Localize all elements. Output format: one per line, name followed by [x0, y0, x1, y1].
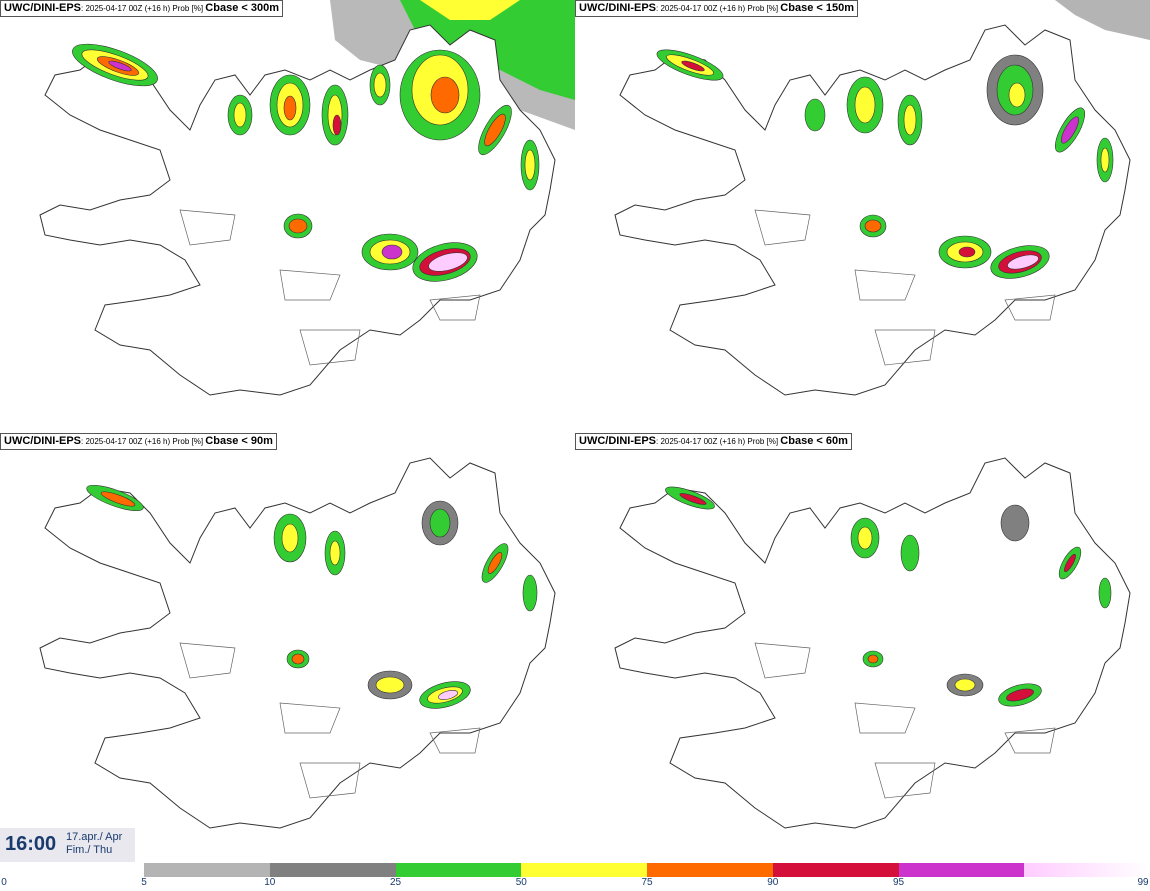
- colorbar-tick-label: 90: [767, 877, 779, 888]
- probability-map: [39, 457, 556, 829]
- probability-colorbar: [144, 863, 1150, 877]
- model-name: UWC/DINI-EPS: [4, 435, 81, 447]
- colorbar-segment: [647, 863, 773, 877]
- colorbar-tick-label: 5: [141, 877, 147, 888]
- parameter-label: Cbase < 150m: [780, 2, 854, 14]
- model-name: UWC/DINI-EPS: [4, 2, 81, 14]
- probability-map: [39, 0, 575, 396]
- colorbar-tick-label: 75: [641, 877, 653, 888]
- valid-time-box: 16:00 17.apr./ Apr Fim./ Thu: [0, 828, 135, 862]
- valid-date-line1: 17.apr./ Apr: [66, 831, 123, 843]
- valid-date-line2: Fim./ Thu: [66, 844, 113, 856]
- colorbar-segment: [269, 863, 396, 877]
- parameter-label: Cbase < 60m: [780, 435, 848, 447]
- model-name: UWC/DINI-EPS: [579, 2, 656, 14]
- colorbar-segment: [144, 863, 270, 877]
- valid-date: 17.apr./ Apr Fim./ Thu: [66, 831, 122, 857]
- panel-title: UWC/DINI-EPS: 2025-04-17 00Z (+16 h) Pro…: [0, 0, 283, 17]
- probability-map: [614, 0, 1150, 396]
- valid-time: 16:00: [5, 833, 57, 855]
- panel-title: UWC/DINI-EPS: 2025-04-17 00Z (+16 h) Pro…: [0, 433, 277, 450]
- map-panel-cbase-150: UWC/DINI-EPS: 2025-04-17 00Z (+16 h) Pro…: [575, 0, 1150, 430]
- map-panel-cbase-300: UWC/DINI-EPS: 2025-04-17 00Z (+16 h) Pro…: [0, 0, 575, 430]
- run-info: : 2025-04-17 00Z (+16 h) Prob [%]: [81, 4, 206, 13]
- run-info: : 2025-04-17 00Z (+16 h) Prob [%]: [656, 437, 781, 446]
- map-panel-cbase-90: UWC/DINI-EPS: 2025-04-17 00Z (+16 h) Pro…: [0, 433, 575, 863]
- colorbar-segment: [395, 863, 522, 877]
- colorbar-segment: [1024, 863, 1150, 877]
- colorbar-segment: [898, 863, 1025, 877]
- panel-title: UWC/DINI-EPS: 2025-04-17 00Z (+16 h) Pro…: [575, 0, 858, 17]
- colorbar-tick-label: 25: [389, 877, 402, 888]
- probability-map: [614, 457, 1131, 829]
- colorbar-ticks: 0 5 10 25 50 75 90 95 99: [0, 877, 1150, 891]
- parameter-label: Cbase < 90m: [205, 435, 273, 447]
- run-info: : 2025-04-17 00Z (+16 h) Prob [%]: [656, 4, 781, 13]
- colorbar-segment: [521, 863, 647, 877]
- map-panel-cbase-60: UWC/DINI-EPS: 2025-04-17 00Z (+16 h) Pro…: [575, 433, 1150, 863]
- colorbar-tick-label: 99: [1137, 877, 1149, 888]
- parameter-label: Cbase < 300m: [205, 2, 279, 14]
- colorbar-tick-label: 0: [1, 877, 7, 888]
- colorbar-tick-label: 50: [515, 877, 527, 888]
- run-info: : 2025-04-17 00Z (+16 h) Prob [%]: [81, 437, 206, 446]
- colorbar-tick-label: 10: [264, 877, 276, 888]
- panel-title: UWC/DINI-EPS: 2025-04-17 00Z (+16 h) Pro…: [575, 433, 852, 450]
- colorbar-segment: [772, 863, 899, 877]
- model-name: UWC/DINI-EPS: [579, 435, 656, 447]
- colorbar-tick-label: 95: [892, 877, 905, 888]
